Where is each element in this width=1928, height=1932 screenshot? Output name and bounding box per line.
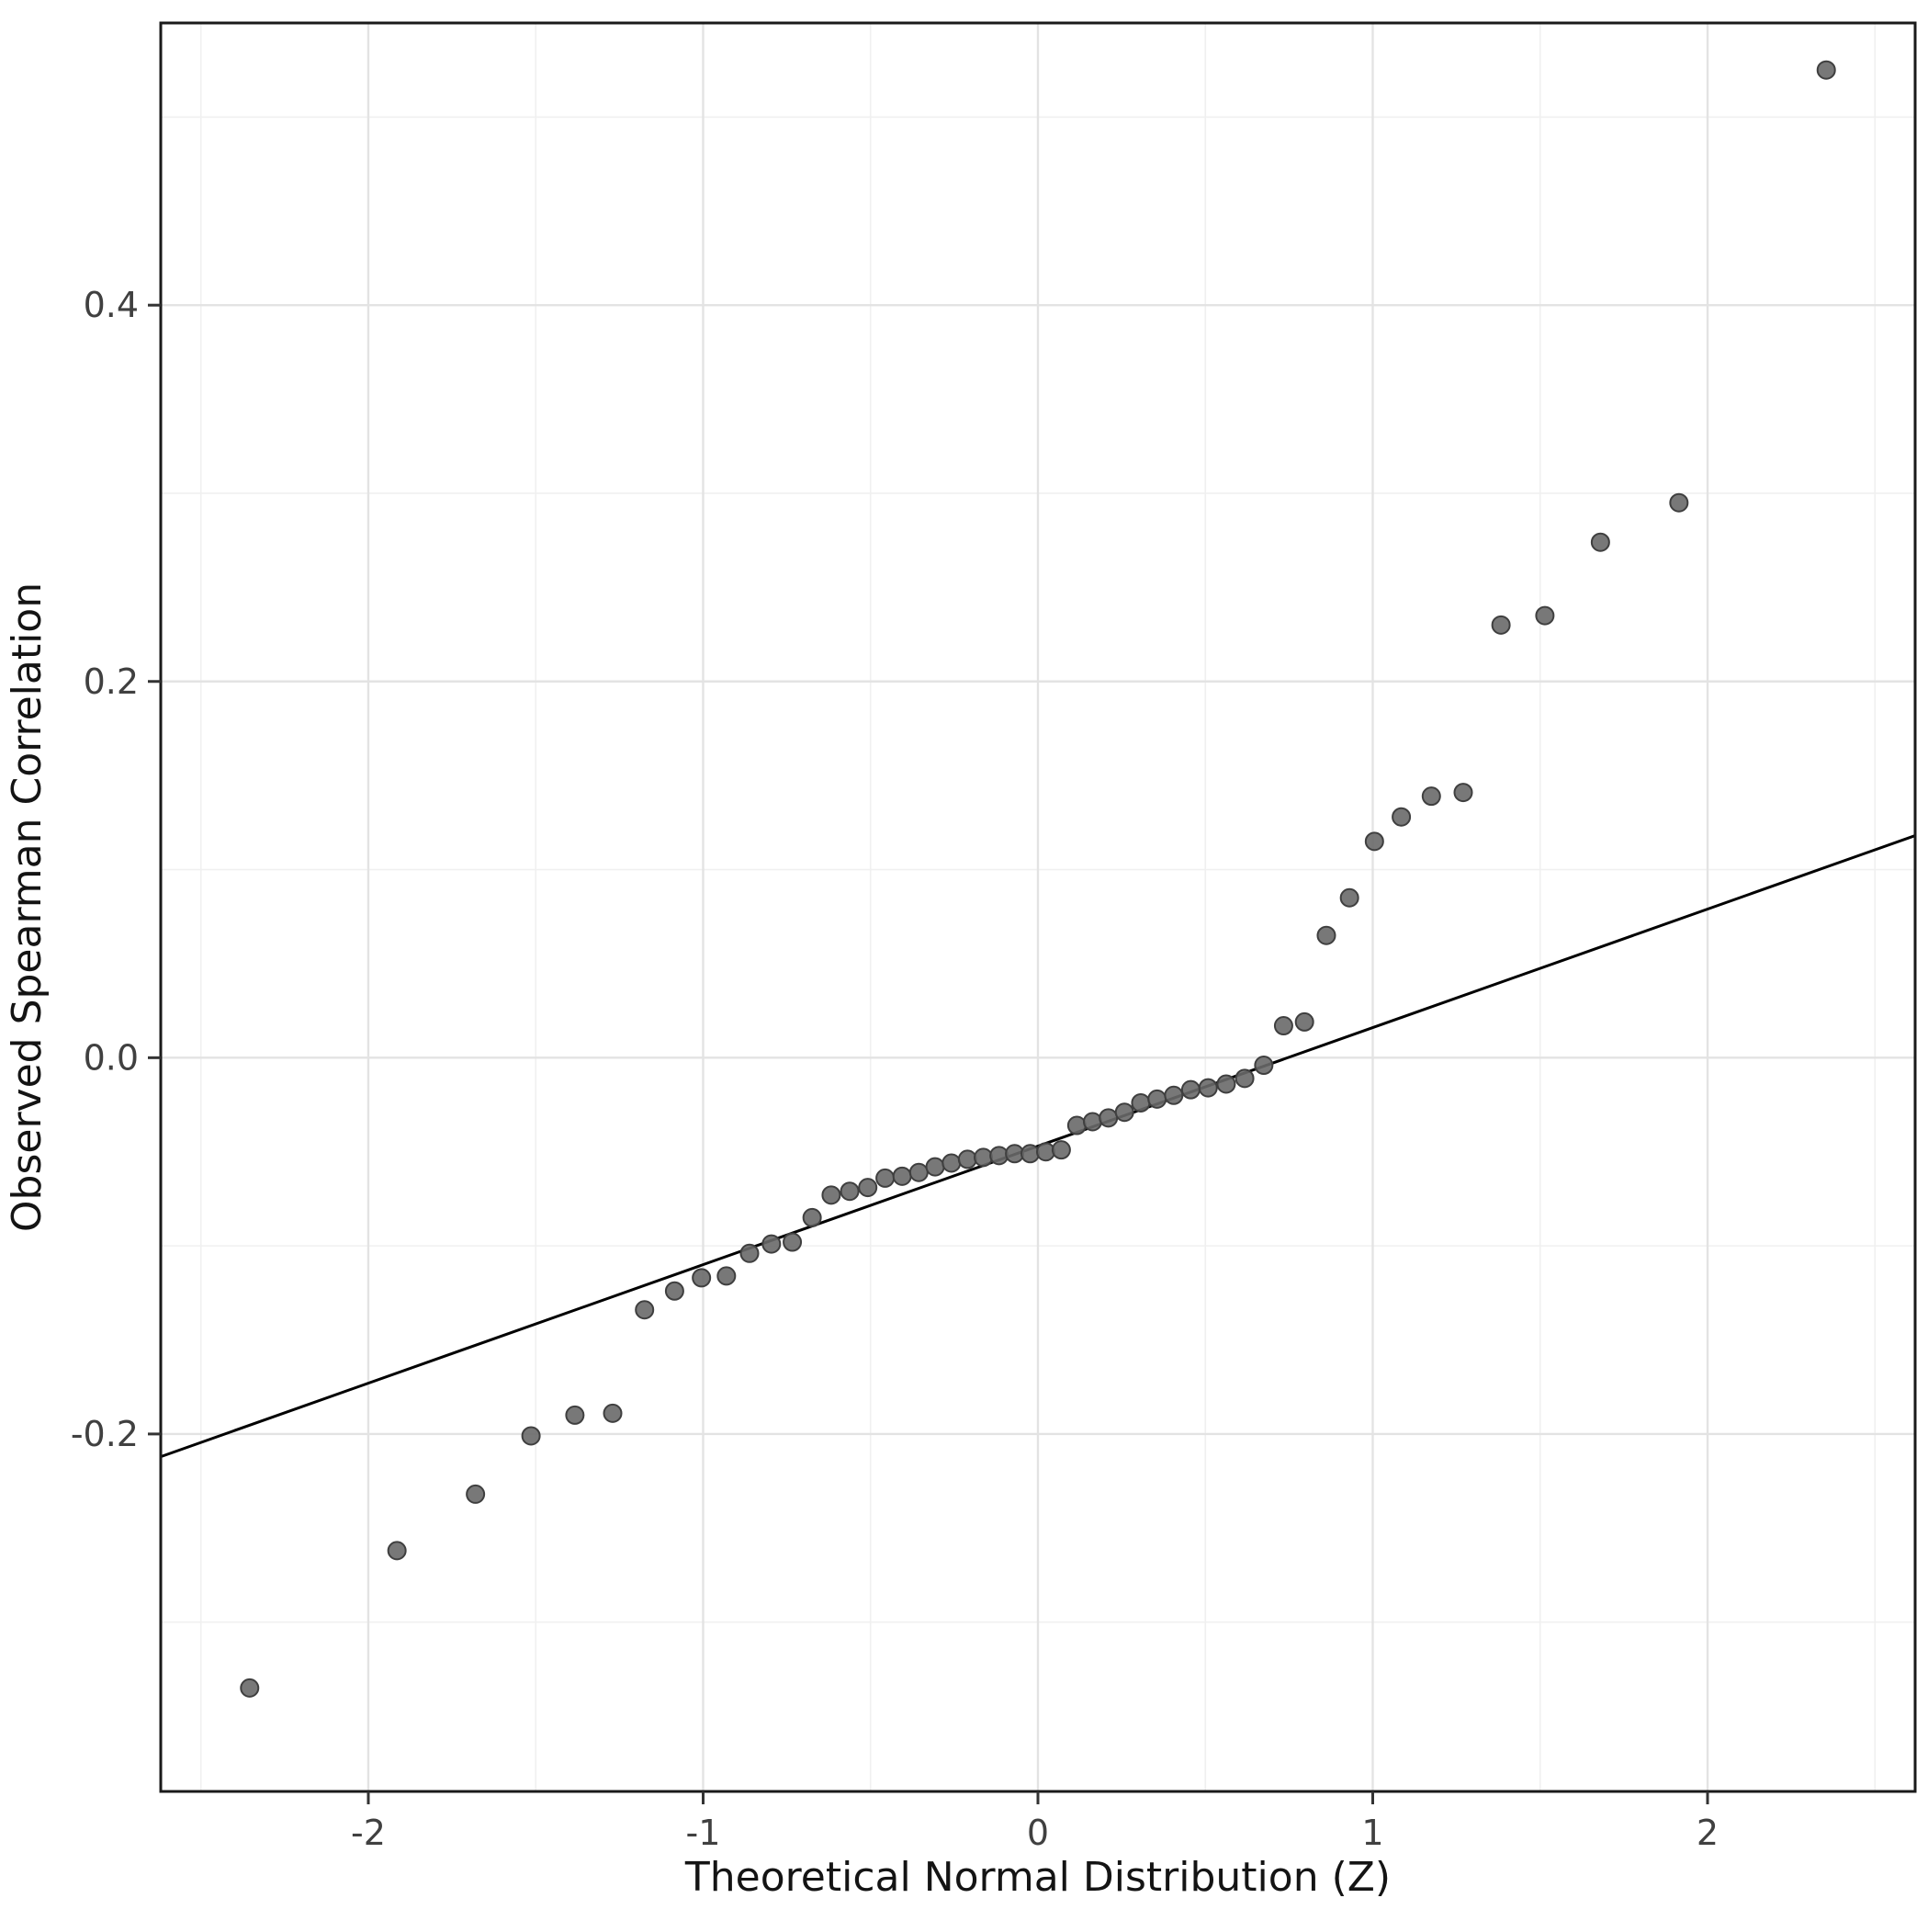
data-point [635,1300,655,1320]
data-point [1491,615,1511,635]
data-point [1066,1115,1087,1135]
data-point [1082,1112,1102,1132]
y-axis-title: Observed Spearman Correlation [4,582,51,1232]
data-layer [160,60,1916,1698]
data-point [1164,1085,1184,1105]
x-tick-label: -1 [686,1813,721,1853]
data-point [858,1178,878,1198]
data-point [1590,532,1610,552]
grid-layer [161,23,1915,1791]
x-tick-label: 0 [1027,1813,1049,1853]
data-point [466,1484,486,1504]
data-point [664,1281,684,1301]
data-point [1669,492,1689,513]
data-point [565,1405,585,1425]
data-point [387,1541,407,1561]
y-tick-label: -0.2 [71,1414,139,1454]
data-point [1020,1144,1041,1164]
data-point [603,1403,623,1423]
data-point [521,1426,541,1446]
data-point [1316,925,1336,945]
data-point [840,1181,860,1202]
x-tick-label: 1 [1361,1813,1383,1853]
data-point [925,1157,945,1177]
data-point [802,1207,822,1227]
data-point [1421,786,1441,807]
data-point [1294,1011,1314,1032]
data-point [957,1149,977,1169]
data-point [1535,605,1555,626]
data-point [892,1166,912,1186]
data-point [821,1185,841,1205]
data-point [739,1243,760,1263]
data-point [1392,807,1412,827]
data-point [1198,1078,1218,1098]
data-point [692,1268,712,1288]
y-tick-label: 0.0 [84,1037,139,1078]
data-point [1453,783,1473,803]
data-point [240,1678,260,1698]
data-point [1131,1092,1151,1113]
x-tick-label: -2 [351,1813,386,1853]
data-point [875,1168,896,1188]
data-point [1216,1074,1236,1094]
data-point [1273,1016,1293,1036]
data-point [1254,1056,1274,1076]
data-point [761,1234,782,1254]
data-point [1147,1089,1167,1109]
data-point [716,1266,737,1286]
data-point [908,1162,929,1182]
data-point [1051,1140,1071,1160]
data-point [1816,60,1836,80]
data-point [989,1146,1009,1166]
data-point [974,1147,994,1168]
x-axis-title: Theoretical Normal Distribution (Z) [684,1854,1391,1901]
axis-layer: -2 -1 0 1 2 -0.2 0.0 0.2 0.4 [71,21,1917,1853]
data-point [1099,1108,1119,1128]
x-tick-label: 2 [1697,1813,1719,1853]
data-point [1339,887,1359,908]
data-point [1364,831,1384,852]
y-tick-label: 0.4 [84,285,139,325]
data-point [783,1232,803,1252]
y-tick-label: 0.2 [84,661,139,702]
data-point [1235,1068,1255,1089]
data-point [1180,1079,1201,1100]
data-point [941,1153,962,1173]
data-point [1114,1102,1134,1123]
